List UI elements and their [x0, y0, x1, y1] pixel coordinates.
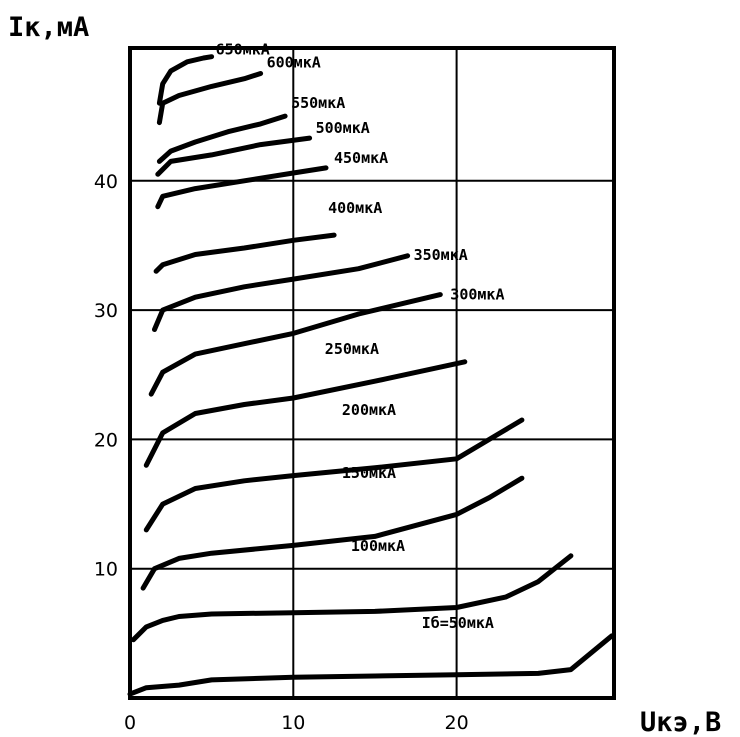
- curve-label: 550мкА: [291, 94, 345, 112]
- curve-label: 400мкА: [328, 199, 382, 217]
- curve-5: [143, 359, 468, 468]
- grid: [130, 48, 614, 698]
- curve-6: [148, 292, 443, 397]
- curve-8: [153, 232, 337, 274]
- x-tick-label: 0: [124, 712, 136, 734]
- y-tick-label: 40: [94, 171, 118, 193]
- curves: [127, 54, 615, 697]
- curve-label: 250мкА: [325, 340, 379, 358]
- x-axis-title: Uкэ,В: [640, 707, 721, 737]
- curve-1: [127, 633, 615, 697]
- curve-label: 300мкА: [450, 286, 504, 304]
- curve-13: [156, 54, 215, 106]
- y-axis-title: Iк,мА: [8, 12, 89, 43]
- curve-label: 650мкА: [216, 41, 270, 59]
- curve-label: 350мкА: [414, 246, 468, 264]
- curve-label: Iб=50мкА: [422, 614, 494, 632]
- curve-label: 100мкА: [351, 537, 405, 555]
- ticks: 0 10 20 10 20 30 40: [94, 171, 469, 734]
- plot-frame: [128, 46, 616, 700]
- curve-3: [140, 475, 525, 591]
- curve-label: 600мкА: [267, 54, 321, 72]
- curve-12: [156, 71, 264, 126]
- curve-labels: Iб=50мкА 100мкА 150мкА 200мкА 250мкА 300мкА 35…: [216, 41, 505, 632]
- curve-10: [155, 135, 313, 177]
- y-tick-label: 30: [94, 300, 118, 322]
- y-tick-label: 10: [94, 559, 118, 581]
- curve-label: 150мкА: [342, 464, 396, 482]
- curve-label: 450мкА: [334, 149, 388, 167]
- curve-11: [156, 113, 288, 164]
- curve-label: 500мкА: [316, 119, 370, 137]
- curve-7: [152, 253, 411, 332]
- y-tick-label: 20: [94, 429, 118, 451]
- curve-4: [143, 417, 525, 533]
- x-tick-label: 10: [281, 712, 305, 734]
- curve-9: [155, 165, 329, 210]
- curve-2: [130, 553, 574, 643]
- curve-label: 200мкА: [342, 401, 396, 419]
- x-tick-label: 20: [445, 712, 469, 734]
